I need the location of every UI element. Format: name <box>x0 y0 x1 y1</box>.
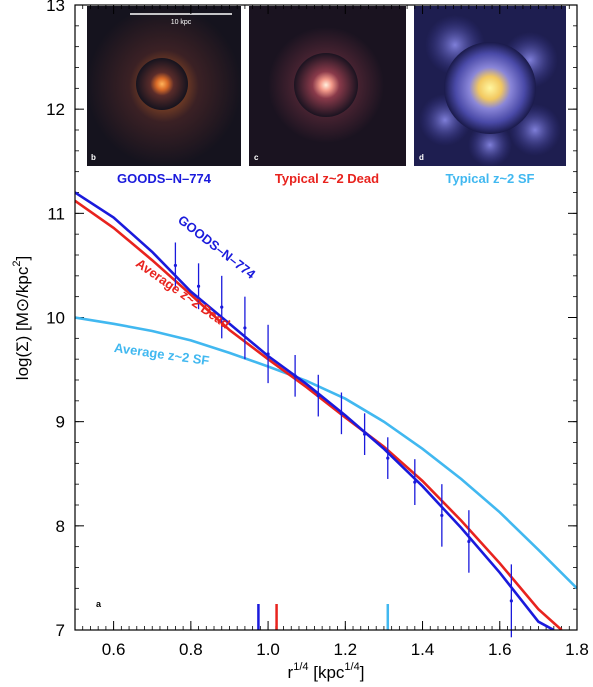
series-line <box>75 199 563 630</box>
data-point <box>363 432 367 436</box>
data-point <box>220 305 224 309</box>
plot-frame <box>74 4 578 631</box>
x-tick-label: 1.4 <box>411 640 435 659</box>
y-tick-label: 7 <box>56 621 65 640</box>
data-point <box>413 480 417 484</box>
x-tick-label: 1.0 <box>256 640 280 659</box>
inset-d: d <box>414 6 566 167</box>
inset-b: 10 kpc b <box>87 6 241 166</box>
data-point <box>386 456 390 460</box>
insets: 10 kpc b c d GOODS–N–774 Typical z~2 Dea… <box>87 6 566 186</box>
x-tick-label: 1.8 <box>565 640 589 659</box>
data-point <box>509 599 513 603</box>
inset-c-core <box>294 53 358 117</box>
x-tick-label: 1.2 <box>333 640 357 659</box>
series-line <box>75 316 577 590</box>
data-point <box>440 513 444 518</box>
inset-b-letter: b <box>91 153 96 162</box>
x-axis-title-unit-sup: 1/4 <box>344 661 359 673</box>
panel-letter: a <box>96 599 102 609</box>
inset-c: c <box>249 6 406 166</box>
inset-d-letter: d <box>419 153 424 162</box>
y-tick-label: 9 <box>56 413 65 432</box>
inset-c-caption: Typical z~2 Dead <box>275 171 379 186</box>
x-axis-title-sup: 1/4 <box>293 661 308 673</box>
x-axis-title-main: r <box>288 663 294 682</box>
x-axis-title: r1/4 [kpc1/4] <box>288 661 365 682</box>
series-label: GOODS–N–774 <box>175 212 259 282</box>
data-point <box>293 374 297 378</box>
y-tick-label: 8 <box>56 517 65 536</box>
data-point <box>467 539 471 544</box>
data-point <box>266 352 270 356</box>
y-tick-label: 11 <box>47 204 65 223</box>
inset-d-core <box>444 42 536 134</box>
y-tick-label: 12 <box>46 100 65 119</box>
y-axis-title-main: log(Σ) [M⊙/kpc <box>13 266 32 380</box>
data-point <box>196 284 201 288</box>
series-line <box>75 191 555 630</box>
y-axis-title: log(Σ) [M⊙/kpc2] <box>11 256 32 380</box>
y-tick-label: 13 <box>46 0 65 15</box>
scale-bar-label: 10 kpc <box>171 19 192 26</box>
x-tick-label: 0.6 <box>102 640 126 659</box>
inset-b-core <box>136 58 188 110</box>
y-tick-label: 10 <box>46 309 65 328</box>
x-tick-label: 0.8 <box>179 640 203 659</box>
data-point <box>339 411 344 415</box>
inset-d-blob <box>468 123 512 167</box>
x-axis-title-unit: [kpc <box>309 663 345 682</box>
data-point <box>173 263 177 268</box>
y-axis-title-close: ] <box>13 256 32 261</box>
data-point <box>316 394 320 398</box>
x-tick-label: 1.6 <box>488 640 512 659</box>
inset-d-caption: Typical z~2 SF <box>446 171 535 186</box>
series-label: Average z~2 SF <box>113 340 210 368</box>
x-axis-title-close: ] <box>360 663 365 682</box>
data-point <box>243 326 247 330</box>
y-axis-title-sup: 2 <box>11 261 23 267</box>
inset-c-letter: c <box>254 153 259 162</box>
series-label: Average z~2 Dead <box>133 256 233 332</box>
inset-b-caption: GOODS–N–774 <box>117 171 212 186</box>
